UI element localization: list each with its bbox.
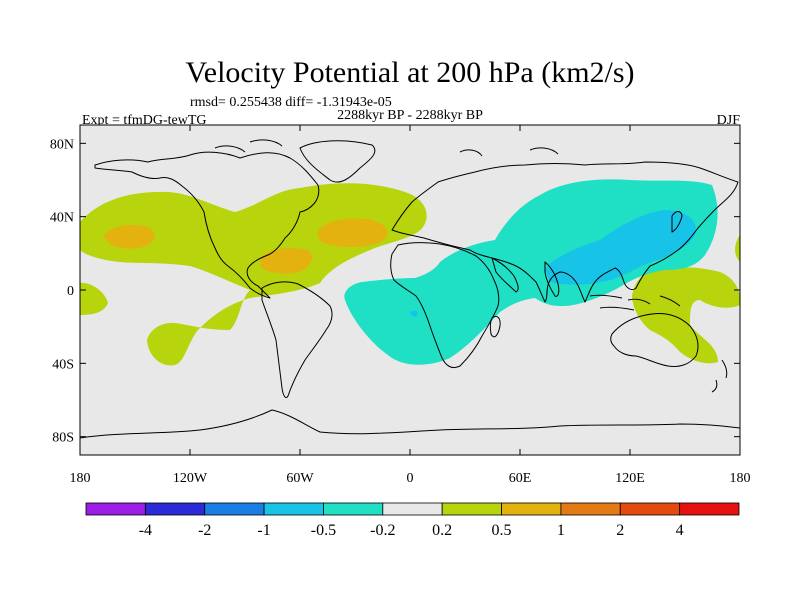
colorbar-label: 2 <box>616 522 624 539</box>
field-positive-west-edge <box>80 282 108 315</box>
x-tick-label: 120W <box>173 471 208 486</box>
period-label: 2288kyr BP - 2288kyr BP <box>337 108 483 123</box>
colorbar-box <box>501 502 562 516</box>
colorbar-box <box>679 502 740 516</box>
coast-new-zealand <box>711 359 728 393</box>
colorbar-label: 0.2 <box>432 522 452 539</box>
experiment-label: Expt = tfmDG-tewTG <box>82 113 207 128</box>
x-tick-label: 60W <box>286 471 314 486</box>
x-tick-label: 60E <box>509 471 532 486</box>
y-tick-label: 80N <box>50 137 74 152</box>
coastlines <box>80 139 740 439</box>
y-tick-label: 80S <box>52 431 74 446</box>
colorbar-label: 4 <box>676 522 684 539</box>
coast-south-america <box>261 281 333 399</box>
x-tick-label: 0 <box>407 471 414 486</box>
colorbar-label: 1 <box>557 522 565 539</box>
colorbar-box <box>263 502 324 516</box>
coast-north-america <box>94 151 320 299</box>
colorbar-label: -4 <box>139 522 152 539</box>
field-negative-small-core <box>410 310 418 317</box>
coast-australia <box>610 313 699 367</box>
field-core-north-atlantic <box>317 218 388 248</box>
coast-indonesia <box>589 294 681 311</box>
y-tick-label: 40S <box>52 357 74 372</box>
coast-arabia-india <box>491 257 560 297</box>
colorbar-box <box>144 502 206 516</box>
x-axis: 180 120W 60W 0 60E 120E 180 <box>70 125 751 486</box>
y-tick-label: 40N <box>50 211 74 226</box>
map-fields <box>80 139 740 439</box>
colorbar-box <box>619 502 681 516</box>
coast-japan <box>671 211 683 233</box>
coast-greenland <box>299 140 376 183</box>
coast-arctic-islands <box>214 139 559 157</box>
y-tick-label: 0 <box>67 284 74 299</box>
colorbar-label: -2 <box>198 522 211 539</box>
coast-antarctica <box>80 409 740 439</box>
coast-africa <box>390 242 500 369</box>
coast-europe-asia <box>391 161 739 303</box>
field-core-caribbean <box>260 248 313 274</box>
x-tick-label: 120E <box>615 471 645 486</box>
colorbar-box <box>441 502 502 516</box>
colorbar-box <box>85 502 146 516</box>
colorbar-box <box>323 502 384 516</box>
field-core-east-pacific <box>104 224 155 249</box>
coast-madagascar <box>489 315 501 338</box>
colorbar-box <box>204 502 265 516</box>
colorbar-box <box>382 502 443 516</box>
colorbar-label: -0.5 <box>311 522 336 539</box>
colorbar-box <box>560 502 621 516</box>
x-tick-label: 180 <box>70 471 91 486</box>
field-negative-asia-core <box>545 210 696 285</box>
colorbar: -4 -2 -1 -0.5 -0.2 0.2 0.5 1 2 4 <box>85 502 740 539</box>
stats-line: rmsd= 0.255438 diff= -1.31943e-05 <box>190 95 392 110</box>
field-positive-australia <box>632 267 740 364</box>
colorbar-label: 0.5 <box>492 522 512 539</box>
colorbar-label: -0.2 <box>370 522 395 539</box>
colorbar-label: -1 <box>257 522 270 539</box>
y-axis: 80N 40N 0 40S 80S <box>50 137 740 446</box>
field-positive-dateline-east <box>735 235 740 262</box>
chart-title: Velocity Potential at 200 hPa (km2/s) <box>185 56 634 89</box>
x-tick-label: 180 <box>730 471 751 486</box>
season-label: DJF <box>717 113 741 128</box>
